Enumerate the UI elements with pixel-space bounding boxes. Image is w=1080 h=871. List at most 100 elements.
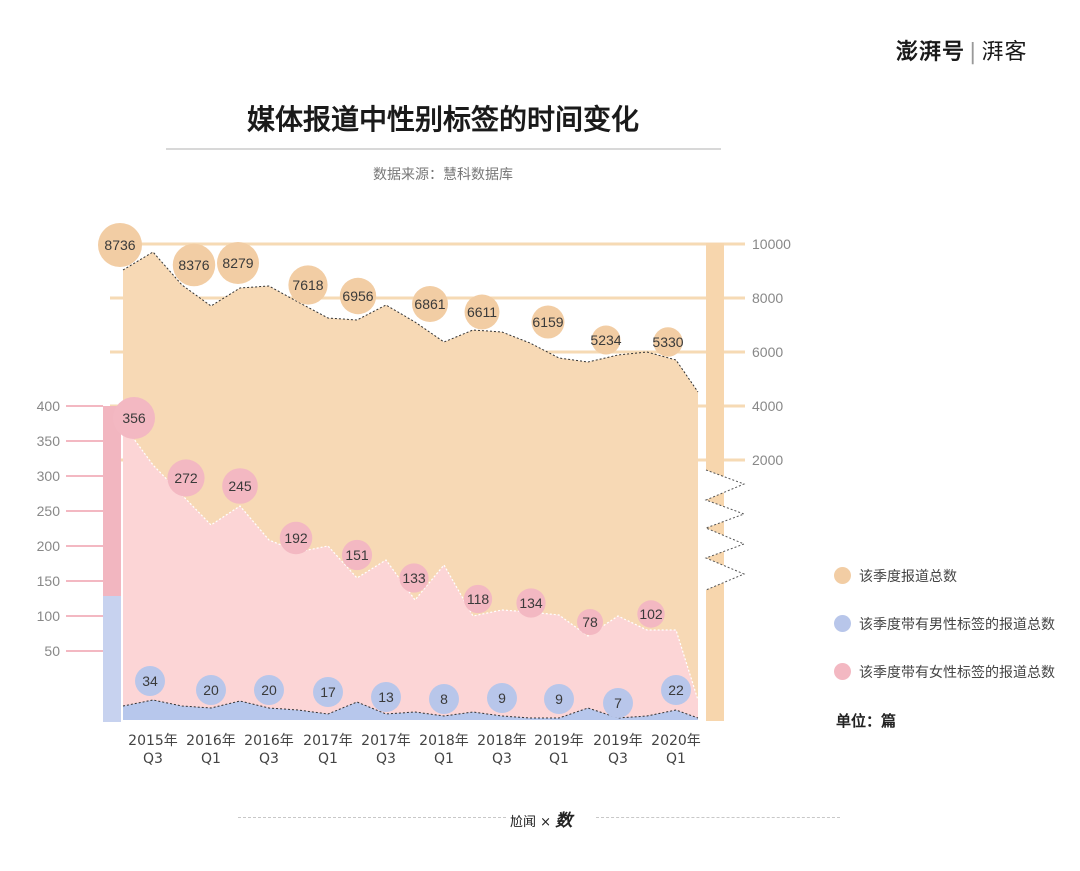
- left-tick-label: 300: [37, 468, 61, 484]
- female-bubble: 134: [516, 588, 546, 618]
- total-bubble: 8736: [98, 223, 142, 267]
- male-bubble: 20: [254, 675, 284, 705]
- female-bubble-label: 272: [174, 470, 198, 486]
- male-bubble-circle: [371, 682, 401, 712]
- legend-item-total: 该季度报道总数: [834, 566, 957, 586]
- total-bubble-label: 6611: [467, 304, 497, 320]
- female-bubble-circle: [516, 588, 546, 618]
- total-bubble: 6611: [464, 294, 500, 330]
- male-bubble-circle: [603, 688, 633, 718]
- total-bubble-circle: [216, 241, 260, 285]
- female-bubble-label: 133: [402, 570, 426, 586]
- x-tick-label: 2016年 Q1: [186, 733, 236, 767]
- female-bubble-circle: [341, 539, 373, 571]
- total-bubble: 8376: [172, 243, 216, 287]
- data-source: 数据来源：慧科数据库: [373, 167, 513, 183]
- unit-label: 单位：篇: [836, 712, 897, 730]
- male-bubble-circle: [487, 683, 517, 713]
- total-bubble: 6159: [531, 305, 565, 339]
- male-bubble: 20: [196, 675, 226, 705]
- legend-swatch-female: [834, 663, 851, 680]
- male-bubble-circle: [254, 675, 284, 705]
- right-tick-label: 10000: [752, 236, 791, 252]
- male-bubble-label: 34: [142, 673, 158, 689]
- female-bubble: 151: [341, 539, 373, 571]
- female-bubble-label: 78: [582, 614, 598, 630]
- female-area: [123, 424, 698, 720]
- total-bubble: 8279: [216, 241, 260, 285]
- female-bubble-circle: [222, 468, 258, 504]
- female-bubble: 356: [113, 397, 155, 439]
- left-tick-label: 50: [44, 643, 60, 659]
- x-tick-label: 2018年 Q1: [419, 733, 469, 767]
- female-bubble-label: 118: [467, 591, 490, 607]
- total-bubble: 6861: [412, 286, 448, 322]
- female-bubble-label: 245: [228, 478, 252, 494]
- x-tick-label: 2019年 Q1: [534, 733, 584, 767]
- male-bubble: 9: [544, 684, 574, 714]
- left-tick-label: 150: [37, 573, 61, 589]
- total-bubble: 7618: [288, 265, 328, 305]
- footer-divider-right: [596, 817, 840, 818]
- male-bubble: 8: [429, 684, 459, 714]
- female-bubble-label: 192: [284, 530, 308, 546]
- right-tick-label: 6000: [752, 344, 783, 360]
- legend-item-male: 该季度带有男性标签的报道总数: [834, 614, 1055, 634]
- chart-title: 媒体报道中性别标签的时间变化: [246, 103, 639, 136]
- legend-item-female: 该季度带有女性标签的报道总数: [834, 662, 1055, 682]
- brand-logo: 澎湃号 | 湃客: [896, 40, 1028, 65]
- footer-credit: 尬闻 × 数: [510, 811, 573, 831]
- female-bubble-label: 356: [122, 410, 146, 426]
- female-bubble: 78: [577, 609, 603, 635]
- total-bubble-label: 5330: [652, 334, 683, 350]
- female-bubble-circle: [113, 397, 155, 439]
- female-bubble-circle: [637, 600, 665, 628]
- right-tick-label: 2000: [752, 452, 783, 468]
- female-bubble: 133: [399, 563, 429, 593]
- footer-divider-left: [238, 817, 506, 818]
- male-line: [122, 699, 699, 719]
- male-bubble: 13: [371, 682, 401, 712]
- male-bubble: 22: [661, 675, 691, 705]
- total-bubble-label: 5234: [590, 332, 621, 348]
- male-area: [123, 700, 698, 720]
- x-tick-label: 2016年 Q3: [244, 733, 294, 767]
- total-bubble-circle: [531, 305, 565, 339]
- male-bubble: 17: [313, 677, 343, 707]
- legend-swatch-male: [834, 615, 851, 632]
- title-divider: [166, 148, 721, 150]
- total-bubble-circle: [412, 286, 448, 322]
- male-bubble-label: 8: [440, 691, 448, 707]
- male-bubble-circle: [196, 675, 226, 705]
- left-tick-label: 350: [37, 433, 61, 449]
- female-bubble-label: 151: [345, 547, 369, 563]
- female-bubble-circle: [399, 563, 429, 593]
- left-axis-bar-top: [103, 406, 121, 596]
- female-bubble: 192: [279, 521, 313, 555]
- total-bubble-label: 6861: [414, 296, 445, 312]
- x-tick-label: 2019年 Q3: [593, 733, 643, 767]
- total-bubble-circle: [98, 223, 142, 267]
- x-tick-label: 2015年 Q3: [128, 733, 178, 767]
- male-bubble: 7: [603, 688, 633, 718]
- female-bubble: 272: [167, 459, 205, 497]
- female-bubble: 102: [637, 600, 665, 628]
- total-bubble-label: 6956: [342, 288, 373, 304]
- total-bubble: 6956: [339, 277, 377, 315]
- male-bubble-circle: [544, 684, 574, 714]
- female-bubble: 118: [463, 584, 493, 614]
- male-bubble-label: 20: [203, 682, 219, 698]
- female-bubble: 245: [222, 468, 258, 504]
- right-tick-label: 4000: [752, 398, 783, 414]
- total-bubble-label: 8736: [104, 237, 135, 253]
- female-bubble-circle: [463, 584, 493, 614]
- total-bubble-circle: [172, 243, 216, 287]
- legend-swatch-total: [834, 567, 851, 584]
- left-tick-label: 100: [37, 608, 61, 624]
- total-bubble-circle: [464, 294, 500, 330]
- male-bubble: 9: [487, 683, 517, 713]
- female-bubble-circle: [279, 521, 313, 555]
- total-bubble-label: 6159: [532, 314, 563, 330]
- total-bubble-label: 7618: [292, 277, 323, 293]
